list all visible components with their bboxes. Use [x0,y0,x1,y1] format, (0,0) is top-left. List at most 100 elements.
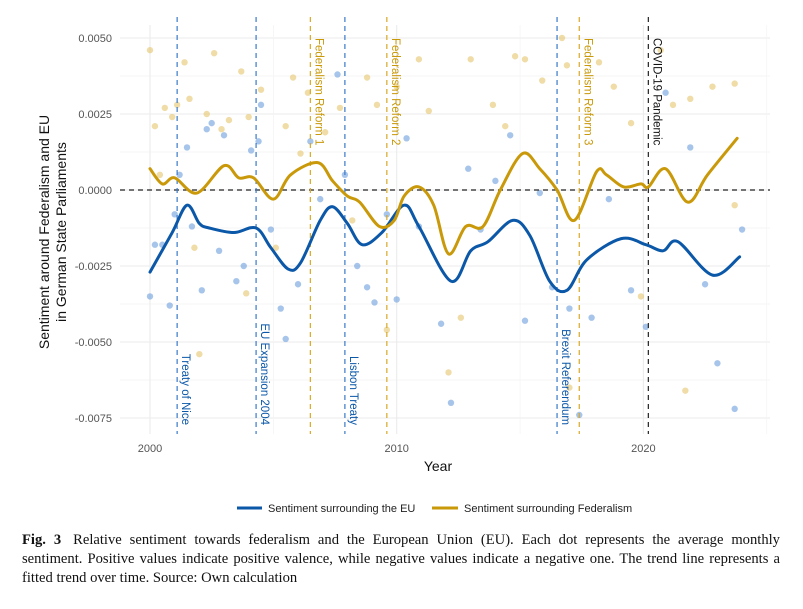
eu-data-point [437,320,445,327]
federalism-data-point [657,46,664,54]
trend-lines [148,136,742,294]
federalism-data-point [425,107,432,115]
event-lines: Treaty of Nice EU Expansion 2004 Federalis… [120,17,770,434]
y-tick-label: -0.0050 [75,337,112,349]
federalism-data-point [161,104,169,112]
eu-data-point [371,299,378,306]
eu-data-point [731,405,738,413]
eu-data-point [255,138,262,145]
federalism-data-point [238,68,245,75]
federalism-data-point [297,150,304,157]
federalism-data-point [566,384,573,391]
federalism-data-point [243,290,250,297]
eu-data-point [403,135,410,142]
legend-federalism-label: Sentiment surrounding Federalism [464,503,632,515]
eu-data-point [176,171,183,178]
y-tick-label: -0.0025 [75,261,112,273]
eu-data-point [208,119,215,127]
eu-data-point [465,165,472,172]
eu-data-point [447,399,455,406]
axis-ticks: 0.0050 0.0025 0.0000 -0.0025 -0.0050 -0.0075 2… [75,33,656,455]
federalism-data-point [637,293,645,300]
eu-data-point [203,126,210,133]
eu-data-point [247,147,255,154]
eu-data-point [294,281,302,288]
federalism-data-point [558,34,566,42]
federalism-data-point [445,369,452,376]
federalism-data-point [245,113,252,121]
y-tick-label: 0.0050 [78,33,112,45]
federalism-data-point [156,171,164,178]
federalism-data-point [521,56,529,63]
federalism-data-point [321,129,329,136]
federalism-data-point [731,80,738,87]
eu-data-point [183,144,191,151]
federalism-data-point [393,83,400,90]
eu-data-point [566,305,573,312]
federalism-data-point [627,119,635,127]
event-label: Lisbon Treaty [347,356,359,425]
y-tick-label: 0.0000 [78,185,112,197]
federalism-data-point [682,387,689,394]
eu-data-point [354,262,361,270]
federalism-data-point [373,101,381,109]
grid [120,25,770,434]
eu-data-point [605,195,613,203]
federalism-data-point [173,101,181,109]
federalism-data-point [210,50,218,57]
x-tick-label: 2010 [384,443,408,455]
caption-text: Relative sentiment towards federalism an… [22,532,780,586]
eu-data-point [233,278,240,285]
federalism-data-point [467,56,474,63]
scatter-points [146,34,746,419]
federalism-data-point [415,56,423,63]
x-tick-label: 2020 [631,443,655,455]
federalism-data-point [169,113,176,121]
eu-data-point [588,314,595,321]
federalism-data-point [709,83,716,90]
federalism-data-point [196,350,203,358]
eu-trend-line [148,203,742,294]
eu-data-point [642,323,650,330]
y-axis-label-line2: in German State Parliaments [53,142,69,322]
sentiment-chart: Treaty of Nice EU Expansion 2004 Federalis… [36,17,770,515]
eu-data-point [215,247,223,254]
federalism-data-point [563,62,571,69]
federalism-data-point [336,104,344,112]
federalism-data-point [669,101,677,109]
federalism-data-point [610,83,617,90]
eu-data-point [171,211,178,218]
federalism-data-point [151,122,159,130]
federalism-data-point [687,95,694,103]
federalism-data-point [181,59,188,66]
x-tick-label: 2000 [138,443,162,455]
eu-data-point [151,241,159,248]
eu-data-point [492,177,499,185]
eu-data-point [188,223,196,230]
eu-data-point [198,287,206,294]
eu-data-point [307,138,314,145]
federalism-trend-line [148,136,739,256]
federalism-data-point [225,116,233,124]
federalism-data-point [257,86,265,93]
event-label: Federalism Reform 1 [312,38,324,145]
eu-data-point [317,195,324,203]
eu-data-point [220,132,228,139]
federalism-data-point [272,244,280,251]
eu-data-point [521,317,529,324]
eu-data-point [714,360,721,367]
eu-data-point [363,284,371,291]
eu-data-point [146,293,154,300]
eu-data-point [277,305,284,312]
event-label: Federalism Reform 2 [389,38,401,145]
federalism-data-point [457,314,465,321]
federalism-data-point [595,59,603,66]
federalism-data-point [349,217,356,224]
eu-data-point [267,226,275,233]
eu-data-point [662,89,669,96]
event-label: EU Expansion 2004 [258,323,270,425]
federalism-data-point [489,101,497,109]
federalism-data-point [191,244,198,251]
eu-data-point [701,281,709,288]
figure-label: Fig. 3 [22,532,62,548]
